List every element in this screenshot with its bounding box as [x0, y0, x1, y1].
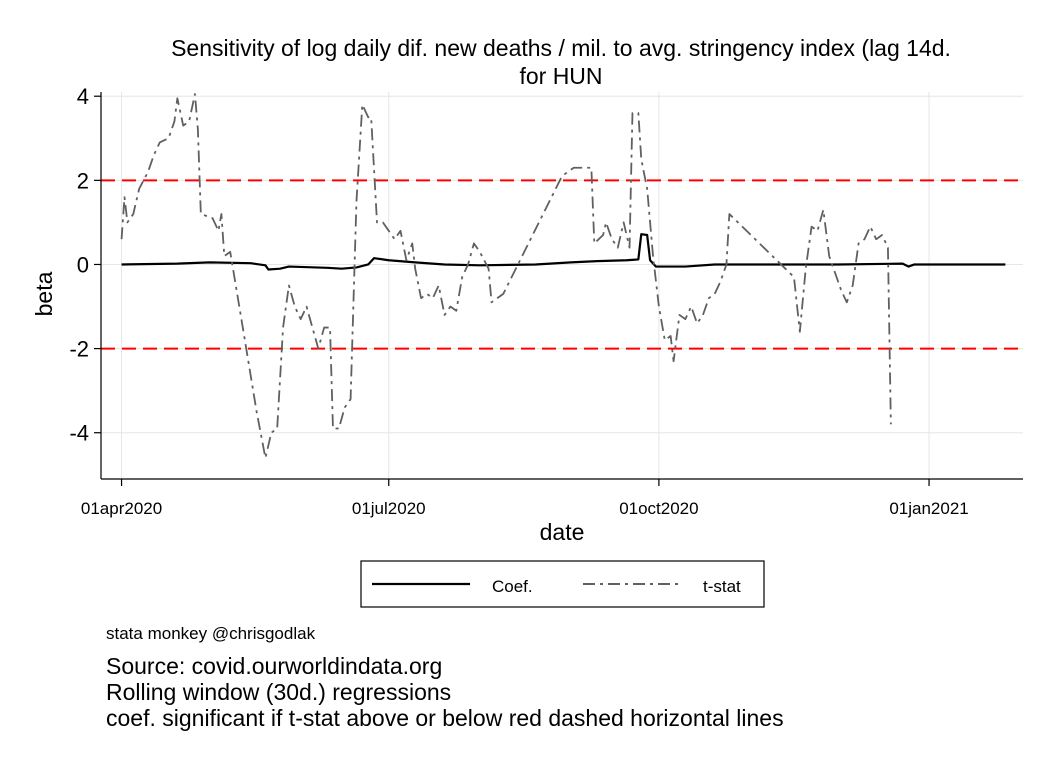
y-axis-label: beta — [31, 271, 57, 316]
y-tick-label-4: 4 — [77, 84, 89, 109]
x-axis-label: date — [540, 519, 585, 545]
y-tick-label-3: 2 — [77, 168, 89, 193]
credit-note: stata monkey @chrisgodlak — [106, 624, 316, 643]
series-line-coef — [121, 233, 1006, 271]
x-tick-label-1: 01jul2020 — [352, 499, 426, 518]
axes — [100, 92, 1023, 480]
y-tick-label-1: -2 — [69, 337, 89, 362]
reference-lines — [101, 179, 1023, 350]
series-line-t-stat — [120, 93, 892, 459]
source-note: Source: covid.ourworldindata.org — [106, 653, 443, 679]
y-axis-ticks: -4 -2 0 2 4 — [69, 84, 101, 446]
legend: Coef. t-stat — [360, 560, 765, 608]
chart-title-line-2: for HUN — [519, 63, 602, 89]
x-tick-label-3: 01jan2021 — [889, 499, 968, 518]
legend-label-tstat: t-stat — [703, 577, 741, 596]
x-tick-label-0: 01apr2020 — [81, 499, 162, 518]
x-axis-ticks: 01apr2020 01jul2020 01oct2020 01jan2021 — [81, 479, 969, 518]
chart-title-line-1: Sensitivity of log daily dif. new deaths… — [171, 35, 951, 61]
x-tick-label-2: 01oct2020 — [619, 499, 698, 518]
legend-label-coef: Coef. — [492, 577, 533, 596]
window-note: Rolling window (30d.) regressions — [106, 679, 452, 705]
y-tick-label-2: 0 — [77, 252, 89, 277]
y-tick-label-0: -4 — [69, 421, 89, 446]
series-lines — [120, 93, 1006, 459]
significance-note: coef. significant if t-stat above or bel… — [106, 705, 784, 731]
